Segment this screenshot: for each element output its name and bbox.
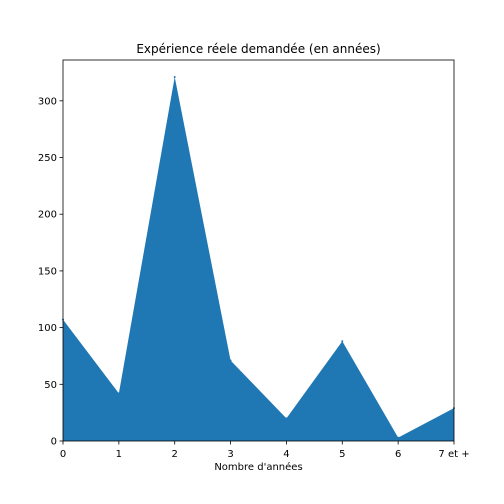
plot-frame bbox=[62, 59, 455, 442]
data-point bbox=[173, 76, 176, 79]
chart-title: Expérience réele demandée (en années) bbox=[136, 42, 380, 56]
x-tick-label: 3 bbox=[227, 449, 233, 460]
data-point bbox=[117, 392, 120, 395]
data-point bbox=[341, 340, 344, 343]
data-point bbox=[229, 359, 232, 362]
area-series bbox=[63, 77, 454, 442]
x-tick-label: 1 bbox=[116, 449, 122, 460]
data-point bbox=[397, 436, 400, 439]
y-tick-label: 100 bbox=[38, 323, 57, 334]
data-point bbox=[285, 417, 288, 420]
y-axis: 0 50 100 150 200 250 300 bbox=[38, 96, 63, 448]
y-tick-label: 200 bbox=[38, 210, 57, 221]
x-tick-label: 7 et + bbox=[438, 449, 469, 460]
y-tick-label: 250 bbox=[38, 153, 57, 164]
x-tick-label: 2 bbox=[172, 449, 178, 460]
x-axis-label: Nombre d'années bbox=[214, 461, 302, 473]
x-tick-label: 0 bbox=[60, 449, 66, 460]
x-tick-label: 6 bbox=[395, 449, 401, 460]
y-tick-label: 300 bbox=[38, 96, 57, 107]
x-tick-label: 5 bbox=[339, 449, 345, 460]
x-axis: 0 1 2 3 4 5 6 7 et + bbox=[60, 441, 470, 460]
y-tick-label: 50 bbox=[44, 380, 57, 391]
plot-area bbox=[62, 76, 455, 442]
y-tick-label: 150 bbox=[38, 266, 57, 277]
x-tick-label: 4 bbox=[283, 449, 289, 460]
y-tick-label: 0 bbox=[51, 437, 57, 448]
